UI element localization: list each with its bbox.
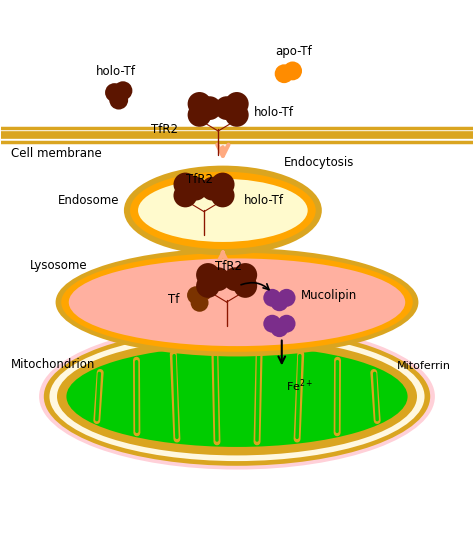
- Ellipse shape: [66, 346, 408, 447]
- Text: Tf: Tf: [168, 293, 180, 306]
- Circle shape: [188, 92, 211, 116]
- Ellipse shape: [44, 327, 430, 466]
- Circle shape: [263, 289, 281, 307]
- Circle shape: [225, 103, 249, 127]
- Text: holo-Tf: holo-Tf: [244, 195, 284, 208]
- Circle shape: [195, 283, 212, 300]
- Circle shape: [183, 177, 208, 201]
- Circle shape: [198, 96, 221, 120]
- Text: holo-Tf: holo-Tf: [96, 65, 136, 78]
- Circle shape: [187, 286, 205, 304]
- Circle shape: [225, 92, 249, 116]
- Text: holo-Tf: holo-Tf: [254, 106, 293, 119]
- Circle shape: [211, 173, 235, 196]
- Text: Mitoferrin: Mitoferrin: [397, 361, 451, 371]
- Ellipse shape: [39, 323, 435, 470]
- Circle shape: [191, 294, 209, 312]
- Ellipse shape: [138, 179, 308, 242]
- Text: TfR2: TfR2: [216, 260, 243, 272]
- Circle shape: [278, 289, 295, 307]
- Circle shape: [114, 81, 132, 100]
- Ellipse shape: [57, 338, 417, 455]
- Circle shape: [263, 315, 281, 333]
- Circle shape: [233, 274, 257, 298]
- Text: Mitochondrion: Mitochondrion: [11, 358, 95, 370]
- Text: apo-Tf: apo-Tf: [275, 45, 312, 58]
- Circle shape: [105, 83, 124, 102]
- Circle shape: [215, 96, 238, 120]
- Circle shape: [275, 64, 293, 83]
- Circle shape: [196, 274, 220, 298]
- Circle shape: [206, 267, 230, 291]
- Ellipse shape: [49, 332, 425, 461]
- Circle shape: [201, 177, 224, 201]
- Text: Lysosome: Lysosome: [30, 259, 87, 272]
- Circle shape: [173, 173, 197, 196]
- Circle shape: [283, 61, 302, 81]
- Ellipse shape: [55, 248, 419, 356]
- Circle shape: [271, 293, 288, 311]
- Ellipse shape: [130, 172, 316, 249]
- Ellipse shape: [124, 165, 322, 255]
- Circle shape: [173, 184, 197, 207]
- Circle shape: [109, 91, 128, 110]
- Ellipse shape: [61, 253, 413, 352]
- Circle shape: [188, 103, 211, 127]
- Text: Cell membrane: Cell membrane: [11, 147, 101, 160]
- Ellipse shape: [69, 259, 405, 346]
- FancyArrowPatch shape: [241, 283, 269, 289]
- Circle shape: [211, 184, 235, 207]
- Circle shape: [233, 263, 257, 287]
- Text: Endocytosis: Endocytosis: [284, 156, 355, 169]
- Text: TfR2: TfR2: [186, 173, 213, 186]
- Circle shape: [196, 263, 220, 287]
- Text: TfR2: TfR2: [151, 123, 178, 136]
- Circle shape: [271, 319, 288, 337]
- Text: Fe$^{2+}$: Fe$^{2+}$: [286, 378, 314, 394]
- Text: Endosome: Endosome: [58, 195, 119, 208]
- Text: Mucolipin: Mucolipin: [301, 289, 357, 302]
- Circle shape: [278, 315, 295, 333]
- Circle shape: [223, 267, 247, 291]
